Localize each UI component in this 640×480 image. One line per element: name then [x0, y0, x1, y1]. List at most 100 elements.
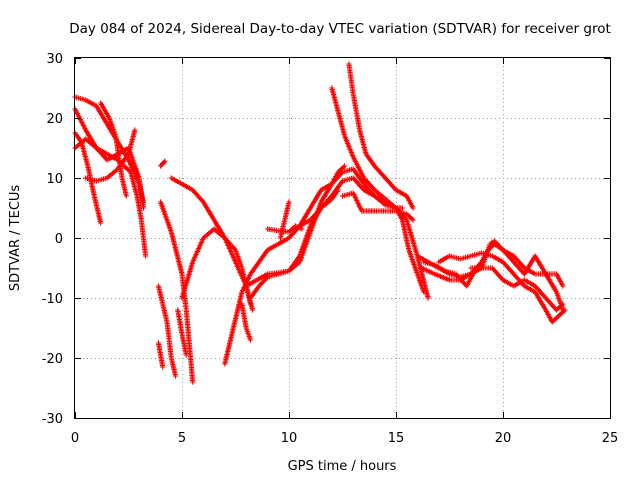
data-point-run	[501, 260, 516, 276]
series-track-15	[239, 301, 254, 343]
y-tick-label: 10	[46, 172, 63, 187]
data-point	[172, 373, 179, 379]
data-point-run	[282, 201, 292, 221]
y-tick-label: 20	[46, 112, 63, 127]
series-track-27	[468, 238, 566, 313]
series-track-26	[436, 250, 568, 325]
data-point	[160, 364, 166, 370]
data-point-run	[190, 236, 206, 264]
data-point-run	[336, 164, 346, 174]
data-point-run	[98, 101, 111, 120]
series-track-6	[98, 100, 129, 199]
data-point-run	[94, 104, 109, 126]
data-series	[72, 61, 568, 385]
data-point-run	[308, 206, 323, 228]
data-point-run	[95, 146, 109, 156]
data-point-run	[231, 290, 245, 330]
data-point-run	[278, 219, 287, 239]
data-point-run	[245, 278, 258, 288]
data-point-run	[156, 285, 165, 305]
data-point	[250, 307, 256, 313]
series-track-20	[297, 166, 431, 301]
data-point	[132, 127, 138, 133]
data-point	[190, 379, 196, 385]
data-point-run	[158, 200, 174, 234]
data-point-run	[491, 254, 505, 264]
series-track-22	[346, 61, 416, 211]
data-point	[140, 205, 147, 211]
series-track-9	[158, 158, 168, 169]
data-point-run	[400, 218, 412, 252]
grid-lines	[75, 58, 610, 418]
data-point-run	[364, 152, 377, 168]
data-point	[98, 220, 104, 226]
data-point-run	[355, 200, 364, 213]
data-point-run	[459, 253, 472, 262]
data-point-run	[212, 227, 227, 240]
data-point-run	[179, 333, 189, 356]
data-point-run	[287, 254, 302, 273]
data-point-run	[512, 254, 526, 270]
data-point-run	[404, 194, 415, 210]
data-point	[183, 352, 189, 358]
data-point	[123, 193, 129, 199]
data-point-run	[394, 188, 408, 198]
data-point-run	[73, 137, 87, 150]
data-point-run	[362, 176, 377, 192]
data-point-run	[266, 226, 280, 234]
data-point-run	[493, 239, 505, 252]
data-point-run	[523, 278, 537, 288]
data-point-run	[126, 129, 138, 155]
data-point-run	[342, 134, 356, 159]
data-point-run	[122, 164, 132, 174]
data-point-run	[294, 224, 303, 231]
data-point	[421, 289, 427, 295]
data-point-run	[160, 303, 170, 323]
data-point-run	[244, 327, 253, 341]
data-point-run	[373, 188, 387, 201]
data-point-run	[119, 177, 129, 197]
data-point-run	[179, 260, 195, 300]
data-point	[425, 295, 431, 301]
data-point-run	[350, 93, 362, 131]
y-tick-label: -30	[42, 412, 63, 427]
data-point-run	[319, 194, 334, 210]
data-point-run	[84, 137, 98, 150]
x-tick-label: 25	[602, 431, 619, 446]
data-point-run	[336, 111, 347, 137]
axis-ticks	[75, 58, 611, 419]
series-track-23	[339, 190, 416, 223]
data-point-run	[533, 254, 548, 276]
data-point-run	[92, 194, 103, 225]
data-point-run	[106, 152, 119, 162]
data-point-run	[159, 159, 167, 168]
y-tick-label: -10	[42, 292, 63, 307]
data-point-run	[512, 272, 526, 288]
data-point-run	[470, 250, 483, 259]
data-point-run	[351, 167, 366, 186]
data-point-run	[384, 197, 398, 210]
data-point-run	[175, 309, 185, 335]
data-point-run	[373, 194, 387, 207]
data-point-run	[420, 266, 436, 276]
plot-frame	[74, 57, 611, 419]
data-point-run	[346, 63, 356, 95]
data-point-run	[373, 164, 387, 180]
data-point-run	[257, 275, 269, 288]
data-point-run	[308, 188, 323, 210]
data-point-run	[138, 219, 149, 257]
data-point	[143, 253, 149, 259]
data-point	[399, 205, 406, 211]
data-point-run	[113, 135, 125, 179]
data-point-run	[533, 284, 548, 300]
data-point-run	[320, 182, 333, 192]
x-tick-label: 20	[495, 431, 512, 446]
data-point-run	[522, 254, 537, 276]
data-point-run	[105, 167, 120, 180]
data-point-run	[248, 284, 261, 300]
data-point-run	[544, 272, 559, 294]
data-point	[247, 337, 254, 343]
data-point-run	[233, 249, 244, 269]
series-track-7	[155, 283, 179, 379]
series-track-19	[277, 199, 292, 241]
